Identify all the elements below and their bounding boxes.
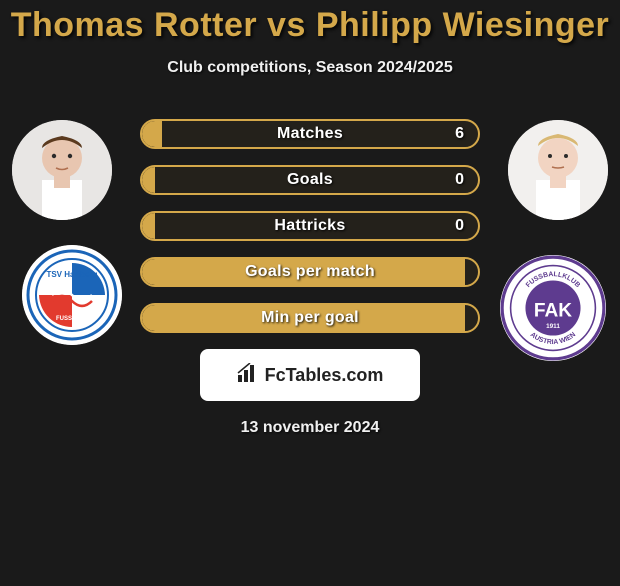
comparison-panel: TSV Hartberg FUSSBALL FAK 1911 FUSSBALLK… (8, 115, 612, 437)
club-left-badge: TSV Hartberg FUSSBALL (22, 245, 122, 345)
svg-text:FAK: FAK (534, 300, 572, 321)
stat-bars: Matches 6 Goals 0 Hattricks 0 Goals per … (140, 115, 480, 437)
svg-text:TSV Hartberg: TSV Hartberg (46, 270, 97, 279)
stat-row-matches: Matches 6 (140, 119, 480, 149)
stat-row-min-per-goal: Min per goal (140, 303, 480, 333)
stat-value: 0 (455, 167, 464, 193)
stat-row-goals-per-match: Goals per match (140, 257, 480, 287)
svg-text:FUSSBALL: FUSSBALL (56, 316, 88, 322)
stat-label: Goals per match (142, 259, 478, 285)
player-right-avatar (508, 120, 608, 220)
club-badge-icon: TSV Hartberg FUSSBALL (22, 245, 122, 345)
stat-row-goals: Goals 0 (140, 165, 480, 195)
stat-row-hattricks: Hattricks 0 (140, 211, 480, 241)
stat-label: Goals (142, 167, 478, 193)
stat-label: Hattricks (142, 213, 478, 239)
stat-value: 0 (455, 213, 464, 239)
svg-text:1911: 1911 (546, 323, 560, 330)
page-title: Thomas Rotter vs Philipp Wiesinger (8, 6, 612, 45)
bars-icon (237, 363, 259, 388)
date-label: 13 november 2024 (140, 419, 480, 437)
person-placeholder-icon (12, 120, 112, 220)
person-placeholder-icon (508, 120, 608, 220)
branding-text: FcTables.com (265, 365, 384, 386)
stat-label: Matches (142, 121, 478, 147)
branding-box: FcTables.com (200, 349, 420, 401)
subtitle: Club competitions, Season 2024/2025 (8, 59, 612, 77)
club-right-badge: FAK 1911 FUSSBALLKLUB AUSTRIA WIEN (500, 255, 606, 361)
stat-value: 6 (455, 121, 464, 147)
player-left-avatar (12, 120, 112, 220)
stat-label: Min per goal (142, 305, 478, 331)
club-badge-icon: FAK 1911 FUSSBALLKLUB AUSTRIA WIEN (500, 255, 606, 361)
